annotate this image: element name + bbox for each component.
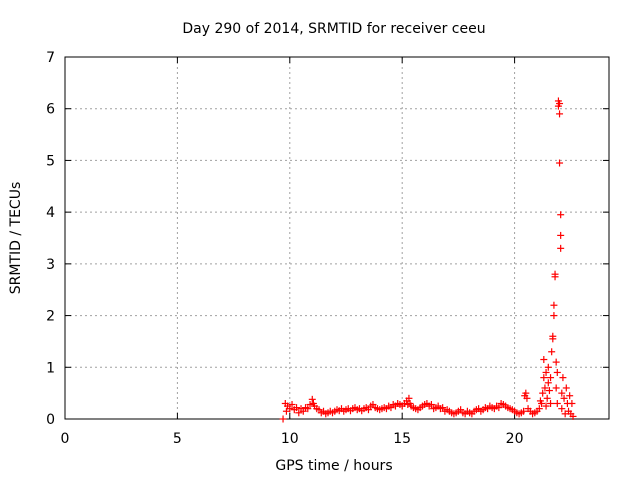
- y-tick-label: 3: [46, 257, 55, 273]
- data-point: [427, 401, 435, 409]
- data-point: [306, 401, 314, 409]
- data-point: [520, 407, 528, 415]
- data-point: [439, 404, 447, 412]
- data-point: [552, 358, 560, 366]
- data-point: [540, 374, 548, 382]
- data-point: [552, 384, 560, 392]
- x-tick-label: 10: [281, 431, 299, 447]
- data-point: [522, 389, 530, 397]
- y-tick-label: 2: [46, 309, 55, 325]
- data-point: [535, 405, 543, 413]
- data-point: [295, 409, 303, 417]
- data-point: [542, 368, 550, 376]
- axis-ticks: 0 5 10 15 20 0 1 2 3 4 5 6 7: [46, 50, 609, 447]
- y-tick-label: 7: [46, 50, 55, 66]
- data-point: [551, 273, 559, 281]
- plot-frame: [64, 56, 610, 420]
- data-point: [557, 244, 565, 252]
- data-point: [299, 407, 307, 415]
- data-point: [543, 394, 551, 402]
- data-point: [560, 394, 568, 402]
- data-point: [553, 368, 561, 376]
- data-point: [539, 389, 547, 397]
- data-point: [542, 402, 550, 410]
- y-tick-label: 5: [46, 153, 55, 169]
- data-point: [288, 401, 296, 409]
- data-point: [538, 399, 546, 407]
- y-tick-label: 0: [46, 412, 55, 428]
- data-points: [279, 97, 577, 423]
- data-point: [568, 399, 576, 407]
- data-point: [547, 374, 555, 382]
- data-point: [562, 384, 570, 392]
- data-point: [556, 100, 564, 108]
- data-point: [545, 387, 553, 395]
- data-point: [540, 356, 548, 364]
- data-point: [553, 399, 561, 407]
- y-tick-label: 1: [46, 360, 55, 376]
- data-point: [544, 379, 552, 387]
- data-point: [558, 405, 566, 413]
- y-tick-label: 4: [46, 205, 55, 221]
- data-point: [548, 348, 556, 356]
- data-point: [308, 395, 316, 403]
- data-point: [569, 412, 577, 420]
- data-point: [364, 406, 372, 414]
- data-point: [286, 405, 294, 413]
- grid-lines: [65, 57, 609, 419]
- data-point: [279, 415, 287, 423]
- data-point: [566, 392, 574, 400]
- x-tick-label: 15: [393, 431, 411, 447]
- x-tick-label: 0: [61, 431, 70, 447]
- chart-title: Day 290 of 2014, SRMTID for receiver cee…: [182, 21, 485, 37]
- data-point: [541, 384, 549, 392]
- y-tick-label: 6: [46, 102, 55, 118]
- data-point: [547, 399, 555, 407]
- data-point: [557, 211, 565, 219]
- data-point: [558, 389, 566, 397]
- data-point: [495, 404, 503, 412]
- data-point: [304, 405, 312, 413]
- x-tick-label: 20: [506, 431, 524, 447]
- data-point: [523, 394, 531, 402]
- data-point: [556, 110, 564, 118]
- data-point: [550, 312, 558, 320]
- data-point: [557, 231, 565, 239]
- data-point: [293, 404, 301, 412]
- data-point: [556, 159, 564, 167]
- data-point: [544, 363, 552, 371]
- data-point: [550, 301, 558, 309]
- data-point: [559, 374, 567, 382]
- x-tick-label: 5: [173, 431, 182, 447]
- data-point: [405, 394, 413, 402]
- x-axis-label: GPS time / hours: [275, 458, 392, 474]
- data-point: [549, 335, 557, 343]
- y-axis-label: SRMTID / TECUs: [8, 182, 24, 295]
